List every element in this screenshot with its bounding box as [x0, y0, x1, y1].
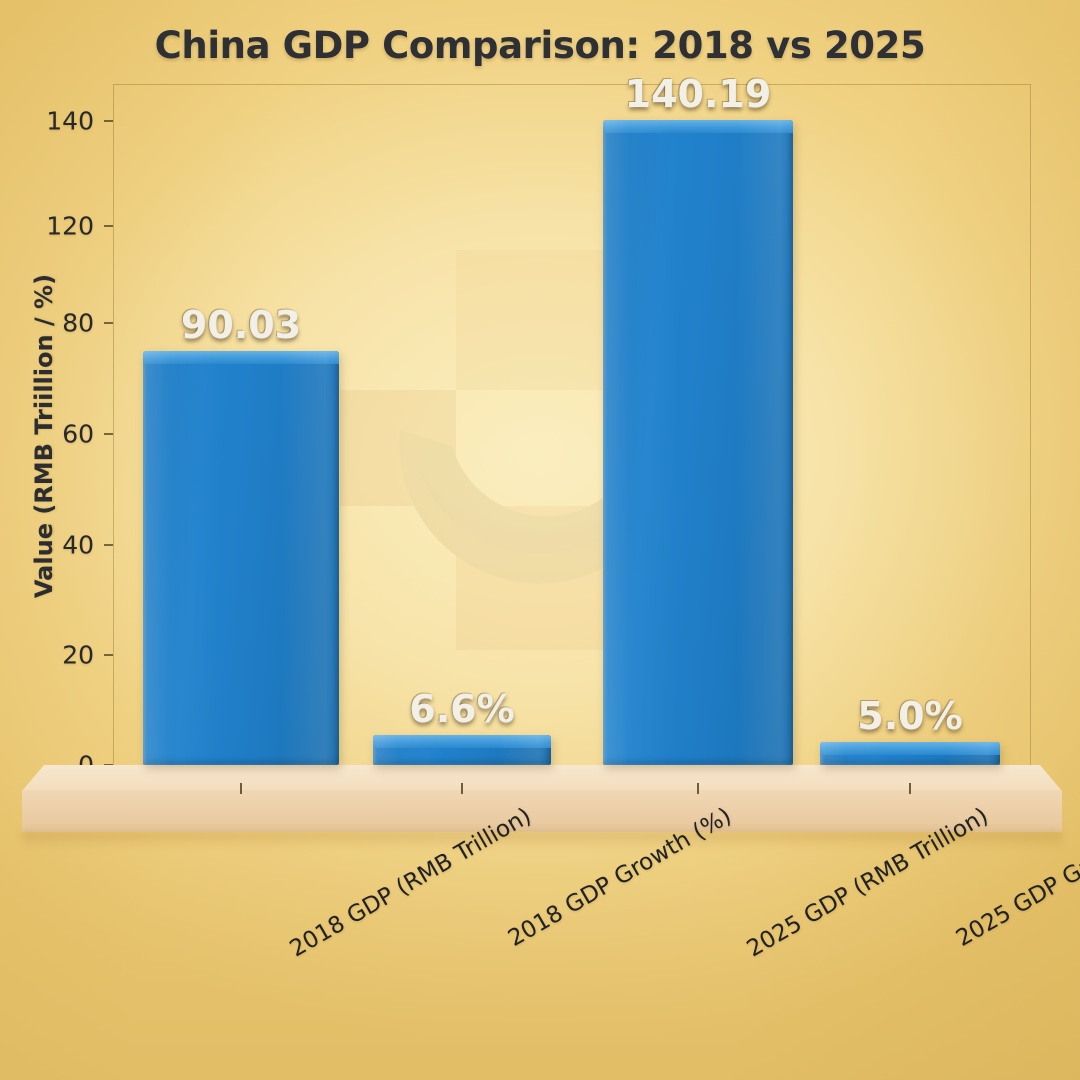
- y-axis-tick-mark: [104, 654, 113, 656]
- bar-front-face: [373, 734, 551, 765]
- y-axis-tick-mark: [104, 225, 113, 227]
- chart-base-platform: [22, 765, 1062, 849]
- bar-top-face: [603, 120, 793, 134]
- bar-value-label: 6.6%: [409, 686, 515, 731]
- bar[interactable]: 90.03: [143, 303, 339, 765]
- bar-highlight: [603, 120, 793, 765]
- y-axis-tick-label: 60: [62, 419, 94, 449]
- x-axis-tick-mark: [240, 783, 242, 794]
- bar-front-face: [143, 350, 339, 765]
- x-axis-tick-mark: [461, 783, 463, 794]
- bar-value-label: 140.19: [624, 72, 772, 117]
- y-axis-tick-label: 120: [46, 211, 94, 241]
- bar[interactable]: 5.0%: [820, 694, 1000, 765]
- bar[interactable]: 6.6%: [373, 687, 551, 765]
- x-axis-tick-mark: [909, 783, 911, 794]
- chart-title: China GDP Comparison: 2018 vs 2025: [154, 24, 926, 67]
- platform-drop-shadow: [22, 831, 1062, 849]
- y-axis-tick-label: 20: [62, 640, 94, 670]
- y-axis-tick-label: 140: [46, 106, 94, 136]
- bar-value-label: 90.03: [180, 302, 302, 347]
- plot-area-frame: [113, 84, 1031, 766]
- y-axis-tick-mark: [104, 544, 113, 546]
- y-axis-tick-label: 80: [62, 308, 94, 338]
- platform-front-face: [22, 790, 1062, 832]
- bar-highlight: [143, 350, 339, 765]
- x-axis-tick-mark: [697, 783, 699, 794]
- bar-top-face: [820, 742, 1000, 755]
- bar-top-face: [373, 734, 551, 748]
- bar-front-face: [603, 120, 793, 765]
- y-axis-tick-mark: [104, 322, 113, 324]
- y-axis-tick-label: 40: [62, 530, 94, 560]
- bar-top-face: [143, 350, 339, 364]
- bar-front-face: [820, 742, 1000, 765]
- y-axis-tick-mark: [104, 433, 113, 435]
- bar-value-label: 5.0%: [857, 694, 963, 738]
- y-axis-tick-mark: [104, 120, 113, 122]
- bar[interactable]: 140.19: [603, 72, 793, 765]
- platform-top-face: [22, 765, 1062, 791]
